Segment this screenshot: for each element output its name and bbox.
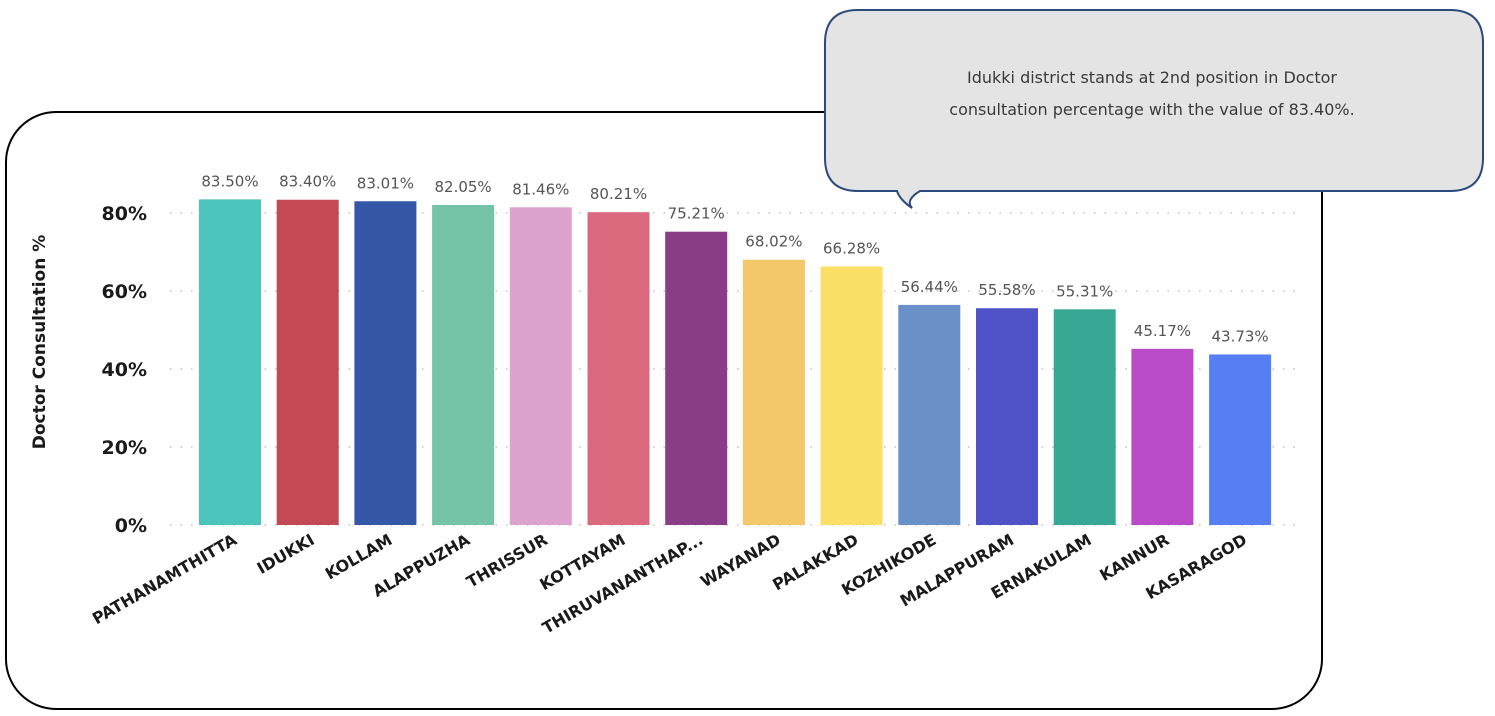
callout-text-line-1: Idukki district stands at 2nd position i… bbox=[967, 68, 1337, 87]
bar-kollam bbox=[354, 201, 417, 526]
bar-thiruvananthap bbox=[665, 231, 728, 525]
bar-kasaragod bbox=[1209, 354, 1272, 525]
data-label: 83.40% bbox=[279, 173, 336, 191]
bars bbox=[199, 199, 1272, 526]
data-labels: 83.50% 83.40% 83.01% 82.05% 81.46% 80.21% 75.2… bbox=[201, 172, 1268, 345]
data-label: 56.44% bbox=[901, 278, 958, 296]
y-tick-label: 0% bbox=[115, 515, 147, 537]
bar-kozhikode bbox=[898, 304, 961, 525]
y-tick-label: 80% bbox=[102, 203, 147, 225]
y-axis-title: Doctor Consultation % bbox=[30, 235, 50, 450]
callout-bubble: Idukki district stands at 2nd position i… bbox=[824, 9, 1484, 209]
bar-palakkad bbox=[820, 266, 883, 525]
y-tick-label: 20% bbox=[102, 437, 147, 459]
data-label: 81.46% bbox=[512, 180, 569, 198]
data-label: 80.21% bbox=[590, 185, 647, 203]
bar-idukki bbox=[276, 199, 339, 526]
data-label: 66.28% bbox=[823, 240, 880, 258]
y-tick-label: 40% bbox=[102, 359, 147, 381]
data-label: 75.21% bbox=[668, 205, 725, 223]
data-label: 82.05% bbox=[434, 178, 491, 196]
data-label: 68.02% bbox=[745, 233, 802, 251]
y-tick-label: 60% bbox=[102, 281, 147, 303]
bar-malappuram bbox=[976, 308, 1038, 525]
bar-pathanamthitta bbox=[199, 199, 261, 525]
bar-wayanad bbox=[742, 259, 805, 525]
callout-shape bbox=[824, 9, 1484, 209]
callout-text-line-2: consultation percentage with the value o… bbox=[949, 100, 1354, 119]
bar-ernakulam bbox=[1053, 309, 1116, 525]
data-label: 83.01% bbox=[357, 174, 414, 192]
y-axis-ticks: 0% 20% 40% 60% 80% bbox=[102, 203, 147, 537]
bar-alappuzha bbox=[432, 205, 495, 525]
bar-kannur bbox=[1131, 348, 1194, 525]
bar-thrissur bbox=[509, 207, 572, 525]
data-label: 55.58% bbox=[978, 281, 1035, 299]
data-label: 83.50% bbox=[201, 172, 258, 190]
data-label: 45.17% bbox=[1134, 322, 1191, 340]
data-label: 43.73% bbox=[1211, 327, 1268, 345]
data-label: 55.31% bbox=[1056, 282, 1113, 300]
bar-kottayam bbox=[587, 212, 650, 525]
